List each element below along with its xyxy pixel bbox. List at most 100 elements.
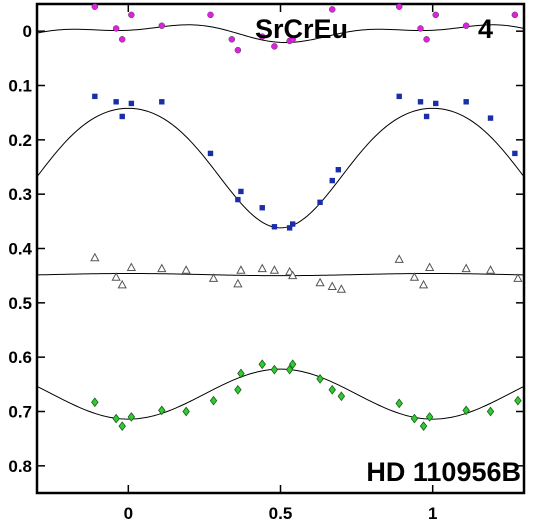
fit-curve: [36, 272, 525, 277]
diamond-data-point: [285, 364, 294, 375]
x-tick-label: 0: [124, 504, 133, 523]
square-data-point: [238, 188, 244, 195]
circle-data-point: [271, 43, 278, 50]
y-tick-label: 0.6: [8, 348, 32, 367]
triangle-data-point: [461, 263, 471, 273]
diamond-data-point: [337, 391, 346, 402]
circle-data-point: [328, 6, 336, 13]
circle-data-point: [207, 11, 214, 19]
square-data-point: [433, 100, 439, 107]
square-data-point: [396, 93, 402, 100]
triangle-data-point: [157, 263, 167, 273]
square-data-point: [271, 224, 278, 230]
square-data-point: [487, 115, 494, 121]
square-data-point: [235, 196, 241, 203]
y-tick-label: 0.8: [8, 457, 32, 476]
triangle-data-point: [288, 270, 298, 280]
square-data-point: [259, 205, 265, 211]
diamond-data-point: [209, 395, 218, 406]
circle-data-point: [462, 22, 470, 29]
star-class-label: SrCrEu: [255, 14, 348, 44]
square-data-point: [329, 177, 335, 184]
diamond-data-point: [410, 413, 419, 424]
diamond-data-point: [462, 405, 470, 416]
circle-data-point: [112, 25, 120, 32]
circle-data-point: [511, 11, 519, 19]
square-data-point: [286, 225, 293, 231]
diamond-data-point: [514, 395, 522, 406]
circle-data-point: [258, 33, 266, 40]
square-data-point: [289, 221, 296, 227]
y-tick-label: 0.3: [8, 185, 32, 204]
square-data-point: [128, 100, 135, 107]
square-data-point: [335, 167, 342, 173]
triangle-data-point: [336, 284, 347, 293]
y-tick-label: 0.2: [8, 131, 32, 150]
triangle-data-point: [269, 265, 280, 274]
y-tick-label: 0.1: [8, 77, 32, 96]
diamond-data-point: [395, 398, 403, 409]
triangle-data-point: [181, 265, 191, 274]
triangle-data-point: [233, 278, 243, 288]
star-name-label: HD 110956B: [366, 457, 521, 487]
x-tick-label: 0.5: [269, 504, 293, 523]
triangle-data-point: [418, 279, 429, 289]
circle-data-point: [158, 22, 166, 29]
square-data-point: [159, 99, 165, 105]
triangle-data-point: [315, 277, 325, 287]
diamond-data-point: [316, 374, 324, 384]
circle-data-point: [417, 25, 424, 32]
square-data-point: [119, 113, 125, 120]
plot-frame: [35, 2, 526, 495]
diamond-data-point: [419, 421, 428, 432]
triangle-data-point: [126, 262, 136, 272]
triangle-data-point: [208, 273, 219, 282]
diamond-data-point: [328, 384, 336, 395]
triangle-data-point: [485, 265, 496, 274]
y-tick-label: 0.7: [8, 403, 32, 422]
triangle-data-point: [117, 279, 127, 289]
diamond-data-point: [237, 368, 245, 379]
circle-data-point: [395, 3, 403, 10]
triangle-data-point: [409, 272, 420, 281]
circle-data-point: [128, 11, 135, 19]
axis-ticks: 0 0.5 1 0 0.1 0.2 0.3 0.4 0.5 0.6 0.7 0.8: [8, 4, 524, 523]
square-data-point: [92, 93, 98, 100]
y-tick-label: 0.4: [8, 240, 32, 259]
circle-data-point: [423, 36, 430, 43]
y-tick-label: 0.5: [8, 294, 32, 313]
circle-data-point: [228, 36, 236, 43]
panel-number-label: 4: [478, 14, 493, 44]
triangle-data-point: [236, 265, 246, 274]
fit-curve: [36, 368, 525, 420]
circle-data-point: [91, 3, 99, 10]
diamond-data-point: [486, 406, 495, 417]
x-tick-label: 1: [428, 504, 437, 523]
square-data-point: [463, 99, 469, 105]
triangle-data-point: [90, 252, 100, 262]
triangle-data-point: [513, 273, 523, 282]
diamond-data-point: [234, 384, 242, 395]
square-data-point: [512, 150, 518, 157]
circle-data-point: [289, 36, 296, 43]
circle-data-point: [432, 11, 439, 19]
diamond-data-point: [182, 406, 190, 417]
triangle-data-point: [327, 281, 337, 291]
diamond-data-point: [270, 364, 279, 375]
circle-data-point: [234, 46, 242, 54]
square-data-point: [423, 113, 430, 120]
square-data-point: [207, 150, 214, 157]
triangle-data-point: [425, 262, 435, 272]
diamond-data-point: [91, 397, 99, 408]
triangle-data-point: [257, 263, 267, 273]
triangle-data-point: [394, 254, 404, 263]
fit-curve: [36, 107, 525, 229]
diamond-data-point: [127, 412, 136, 422]
data-points: [90, 3, 523, 432]
circle-data-point: [118, 36, 126, 43]
diamond-data-point: [112, 413, 120, 424]
diamond-data-point: [258, 359, 266, 370]
fit-curves: [36, 24, 525, 420]
y-tick-label: 0: [23, 22, 32, 41]
